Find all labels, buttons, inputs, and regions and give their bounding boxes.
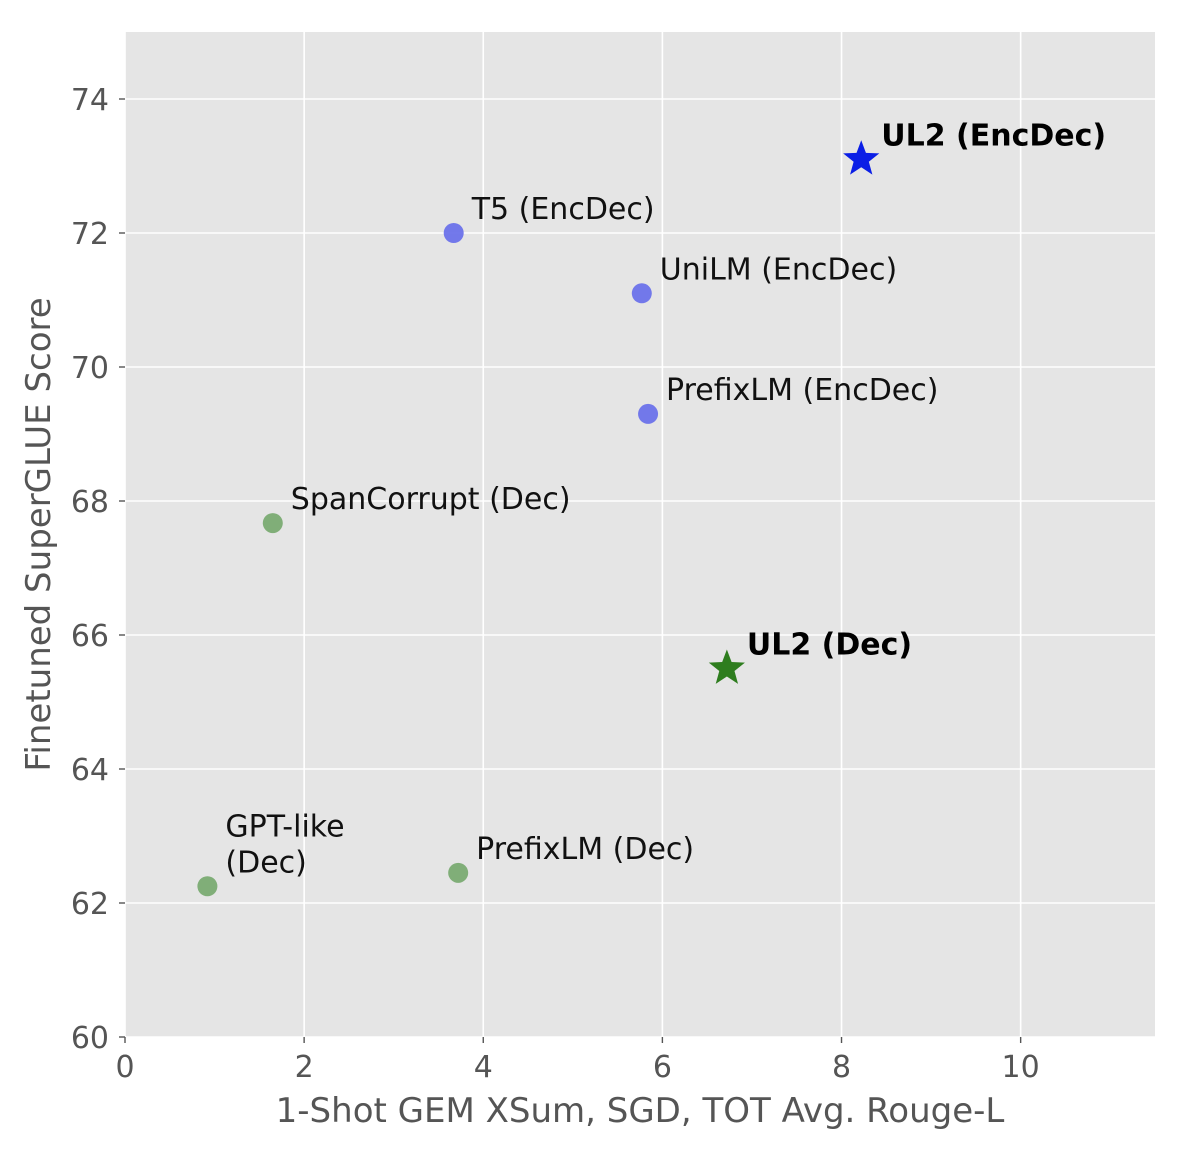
plot-background — [125, 32, 1155, 1037]
y-tick-label: 60 — [71, 1021, 109, 1056]
x-tick-label: 0 — [115, 1050, 134, 1085]
x-tick-label: 8 — [832, 1050, 851, 1085]
grid-lines — [124, 32, 1155, 1038]
x-tick-label: 4 — [474, 1050, 493, 1085]
circle-marker — [262, 513, 283, 534]
x-tick-label: 10 — [1002, 1050, 1040, 1085]
data-points — [197, 140, 880, 897]
star-marker — [843, 140, 880, 175]
y-tick-label: 72 — [71, 217, 109, 252]
y-tick-label: 74 — [71, 83, 109, 118]
circle-marker — [443, 223, 464, 243]
point-label: UL2 (Dec) — [747, 628, 912, 663]
y-tick-label: 68 — [71, 485, 109, 520]
circle-marker — [638, 403, 659, 424]
x-tick-label: 2 — [295, 1050, 314, 1085]
point-label: GPT-like — [225, 809, 344, 844]
point-label: (Dec) — [225, 845, 306, 880]
point-label: T5 (EncDec) — [471, 192, 655, 227]
point-label: UniLM (EncDec) — [660, 252, 897, 287]
point-label: SpanCorrupt (Dec) — [291, 482, 571, 517]
y-tick-label: 70 — [71, 351, 109, 386]
x-axis-label: 1-Shot GEM XSum, SGD, TOT Avg. Rouge-L — [276, 1091, 1005, 1131]
point-labels: T5 (EncDec)UniLM (EncDec) PrefixLM (EncDe… — [225, 118, 1106, 880]
star-marker — [708, 649, 745, 684]
circle-marker — [448, 862, 469, 883]
point-label: PrefixLM (EncDec) — [666, 373, 938, 408]
circle-marker — [631, 283, 652, 304]
x-tick-label: 6 — [653, 1050, 672, 1085]
point-label: PrefixLM (Dec) — [476, 832, 694, 867]
y-axis-label: Finetuned SuperGLUE Score — [19, 297, 59, 771]
circle-marker — [197, 876, 218, 897]
y-tick-label: 62 — [71, 887, 109, 922]
y-tick-label: 64 — [71, 753, 109, 788]
point-label: UL2 (EncDec) — [881, 118, 1106, 153]
y-tick-label: 66 — [71, 619, 109, 654]
